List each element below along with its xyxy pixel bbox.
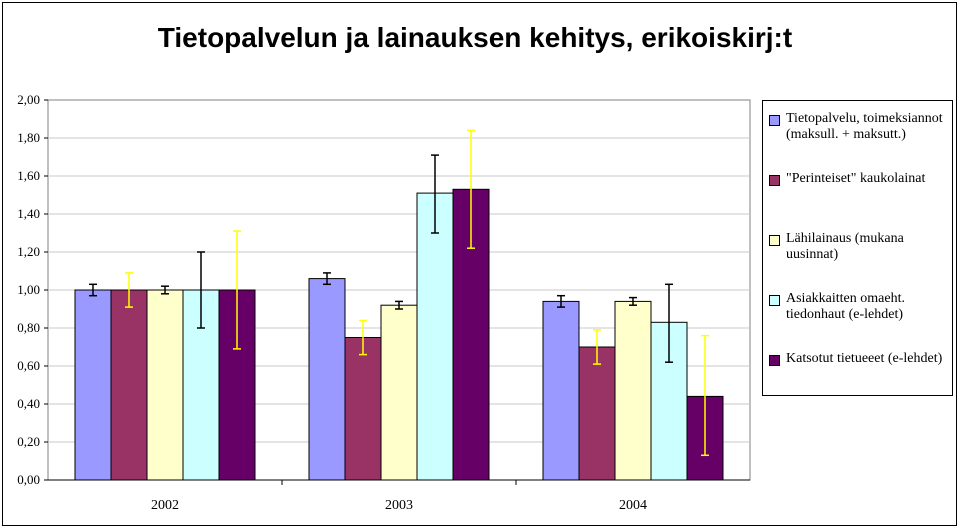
bar bbox=[542, 300, 580, 481]
y-tick-label: 0,80 bbox=[17, 320, 40, 335]
legend-item-2: "Perinteiset" kaukolainat bbox=[769, 171, 956, 187]
legend-label-2: "Perinteiset" kaukolainat bbox=[786, 171, 926, 186]
y-tick-label: 1,00 bbox=[17, 282, 40, 297]
y-tick-label: 1,60 bbox=[17, 168, 40, 183]
y-tick-label: 1,40 bbox=[17, 206, 40, 221]
y-tick-label: 2,00 bbox=[17, 92, 40, 107]
x-tick-label: 2004 bbox=[619, 498, 647, 513]
legend-item-5: Katsotut tietueeet (e-lehdet) bbox=[769, 351, 956, 367]
legend-label-1: Tietopalvelu, toimeksiannot (maksull. + … bbox=[786, 111, 943, 142]
legend-label-3: Lähilainaus (mukana uusinnat) bbox=[786, 231, 904, 262]
y-tick-label: 0,00 bbox=[17, 472, 40, 487]
bar bbox=[380, 304, 418, 481]
x-tick-label: 2002 bbox=[151, 498, 179, 513]
y-tick-label: 1,80 bbox=[17, 130, 40, 145]
legend-swatch-1 bbox=[769, 115, 780, 126]
bar bbox=[146, 289, 184, 481]
y-tick-label: 1,20 bbox=[17, 244, 40, 259]
legend-item-1: Tietopalvelu, toimeksiannot (maksull. + … bbox=[769, 111, 956, 143]
legend-label-4: Asiakkaitten omaeht. tiedonhaut (e-lehde… bbox=[786, 291, 905, 322]
chart-title: Tietopalvelun ja lainauksen kehitys, eri… bbox=[157, 22, 793, 53]
bar bbox=[416, 192, 454, 481]
bar bbox=[614, 300, 652, 481]
legend-swatch-4 bbox=[769, 295, 780, 306]
bar bbox=[110, 289, 148, 481]
bar bbox=[74, 289, 112, 481]
y-tick-label: 0,20 bbox=[17, 434, 40, 449]
legend-swatch-2 bbox=[769, 175, 780, 186]
bar bbox=[308, 278, 346, 481]
y-tick-label: 0,40 bbox=[17, 396, 40, 411]
y-tick-label: 0,60 bbox=[17, 358, 40, 373]
legend: Tietopalvelu, toimeksiannot (maksull. + … bbox=[762, 100, 953, 396]
x-tick-label: 2003 bbox=[385, 498, 413, 513]
bar bbox=[578, 346, 616, 481]
bar bbox=[344, 337, 382, 481]
legend-swatch-3 bbox=[769, 235, 780, 246]
legend-swatch-5 bbox=[769, 355, 780, 366]
legend-item-4: Asiakkaitten omaeht. tiedonhaut (e-lehde… bbox=[769, 291, 956, 323]
legend-item-3: Lähilainaus (mukana uusinnat) bbox=[769, 231, 956, 263]
legend-label-5: Katsotut tietueeet (e-lehdet) bbox=[786, 351, 943, 366]
